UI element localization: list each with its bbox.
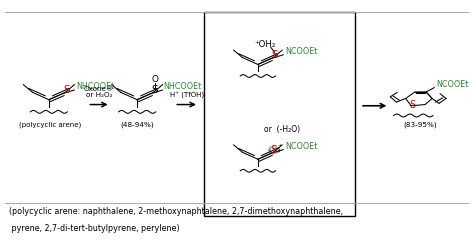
Text: NCOOEt: NCOOEt — [436, 80, 468, 89]
Text: (polycyclic arene: naphthalene, 2-methoxynaphtalene, 2,7-dimethoxynaphthalene,: (polycyclic arene: naphthalene, 2-methox… — [9, 207, 343, 216]
Text: or H₂O₂: or H₂O₂ — [86, 92, 112, 98]
Text: NHCOOEt: NHCOOEt — [76, 82, 114, 91]
Text: S: S — [63, 86, 70, 95]
Text: (48-94%): (48-94%) — [120, 122, 154, 128]
Text: pyrene, 2,7-di-tert-butylpyrene, perylene): pyrene, 2,7-di-tert-butylpyrene, perylen… — [9, 224, 180, 233]
Bar — [203, 12, 355, 216]
Text: or  (-H₂O): or (-H₂O) — [264, 125, 301, 134]
Text: NHCOOEt: NHCOOEt — [164, 82, 202, 91]
Text: O: O — [151, 75, 158, 84]
Text: S: S — [409, 99, 415, 110]
Text: S: S — [271, 50, 278, 61]
Text: S: S — [152, 86, 158, 95]
Text: (polycyclic arene): (polycyclic arene) — [18, 122, 81, 128]
Text: S: S — [270, 145, 277, 155]
Text: (83-95%): (83-95%) — [404, 122, 438, 128]
Text: NCOOEt: NCOOEt — [285, 142, 317, 151]
Text: ⁺: ⁺ — [277, 143, 282, 152]
Text: NCOOEt: NCOOEt — [285, 47, 317, 56]
Text: ⁺OH₂: ⁺OH₂ — [254, 40, 275, 49]
Text: Oxone®: Oxone® — [84, 86, 114, 92]
Text: H⁺ (TfOH): H⁺ (TfOH) — [170, 92, 204, 99]
